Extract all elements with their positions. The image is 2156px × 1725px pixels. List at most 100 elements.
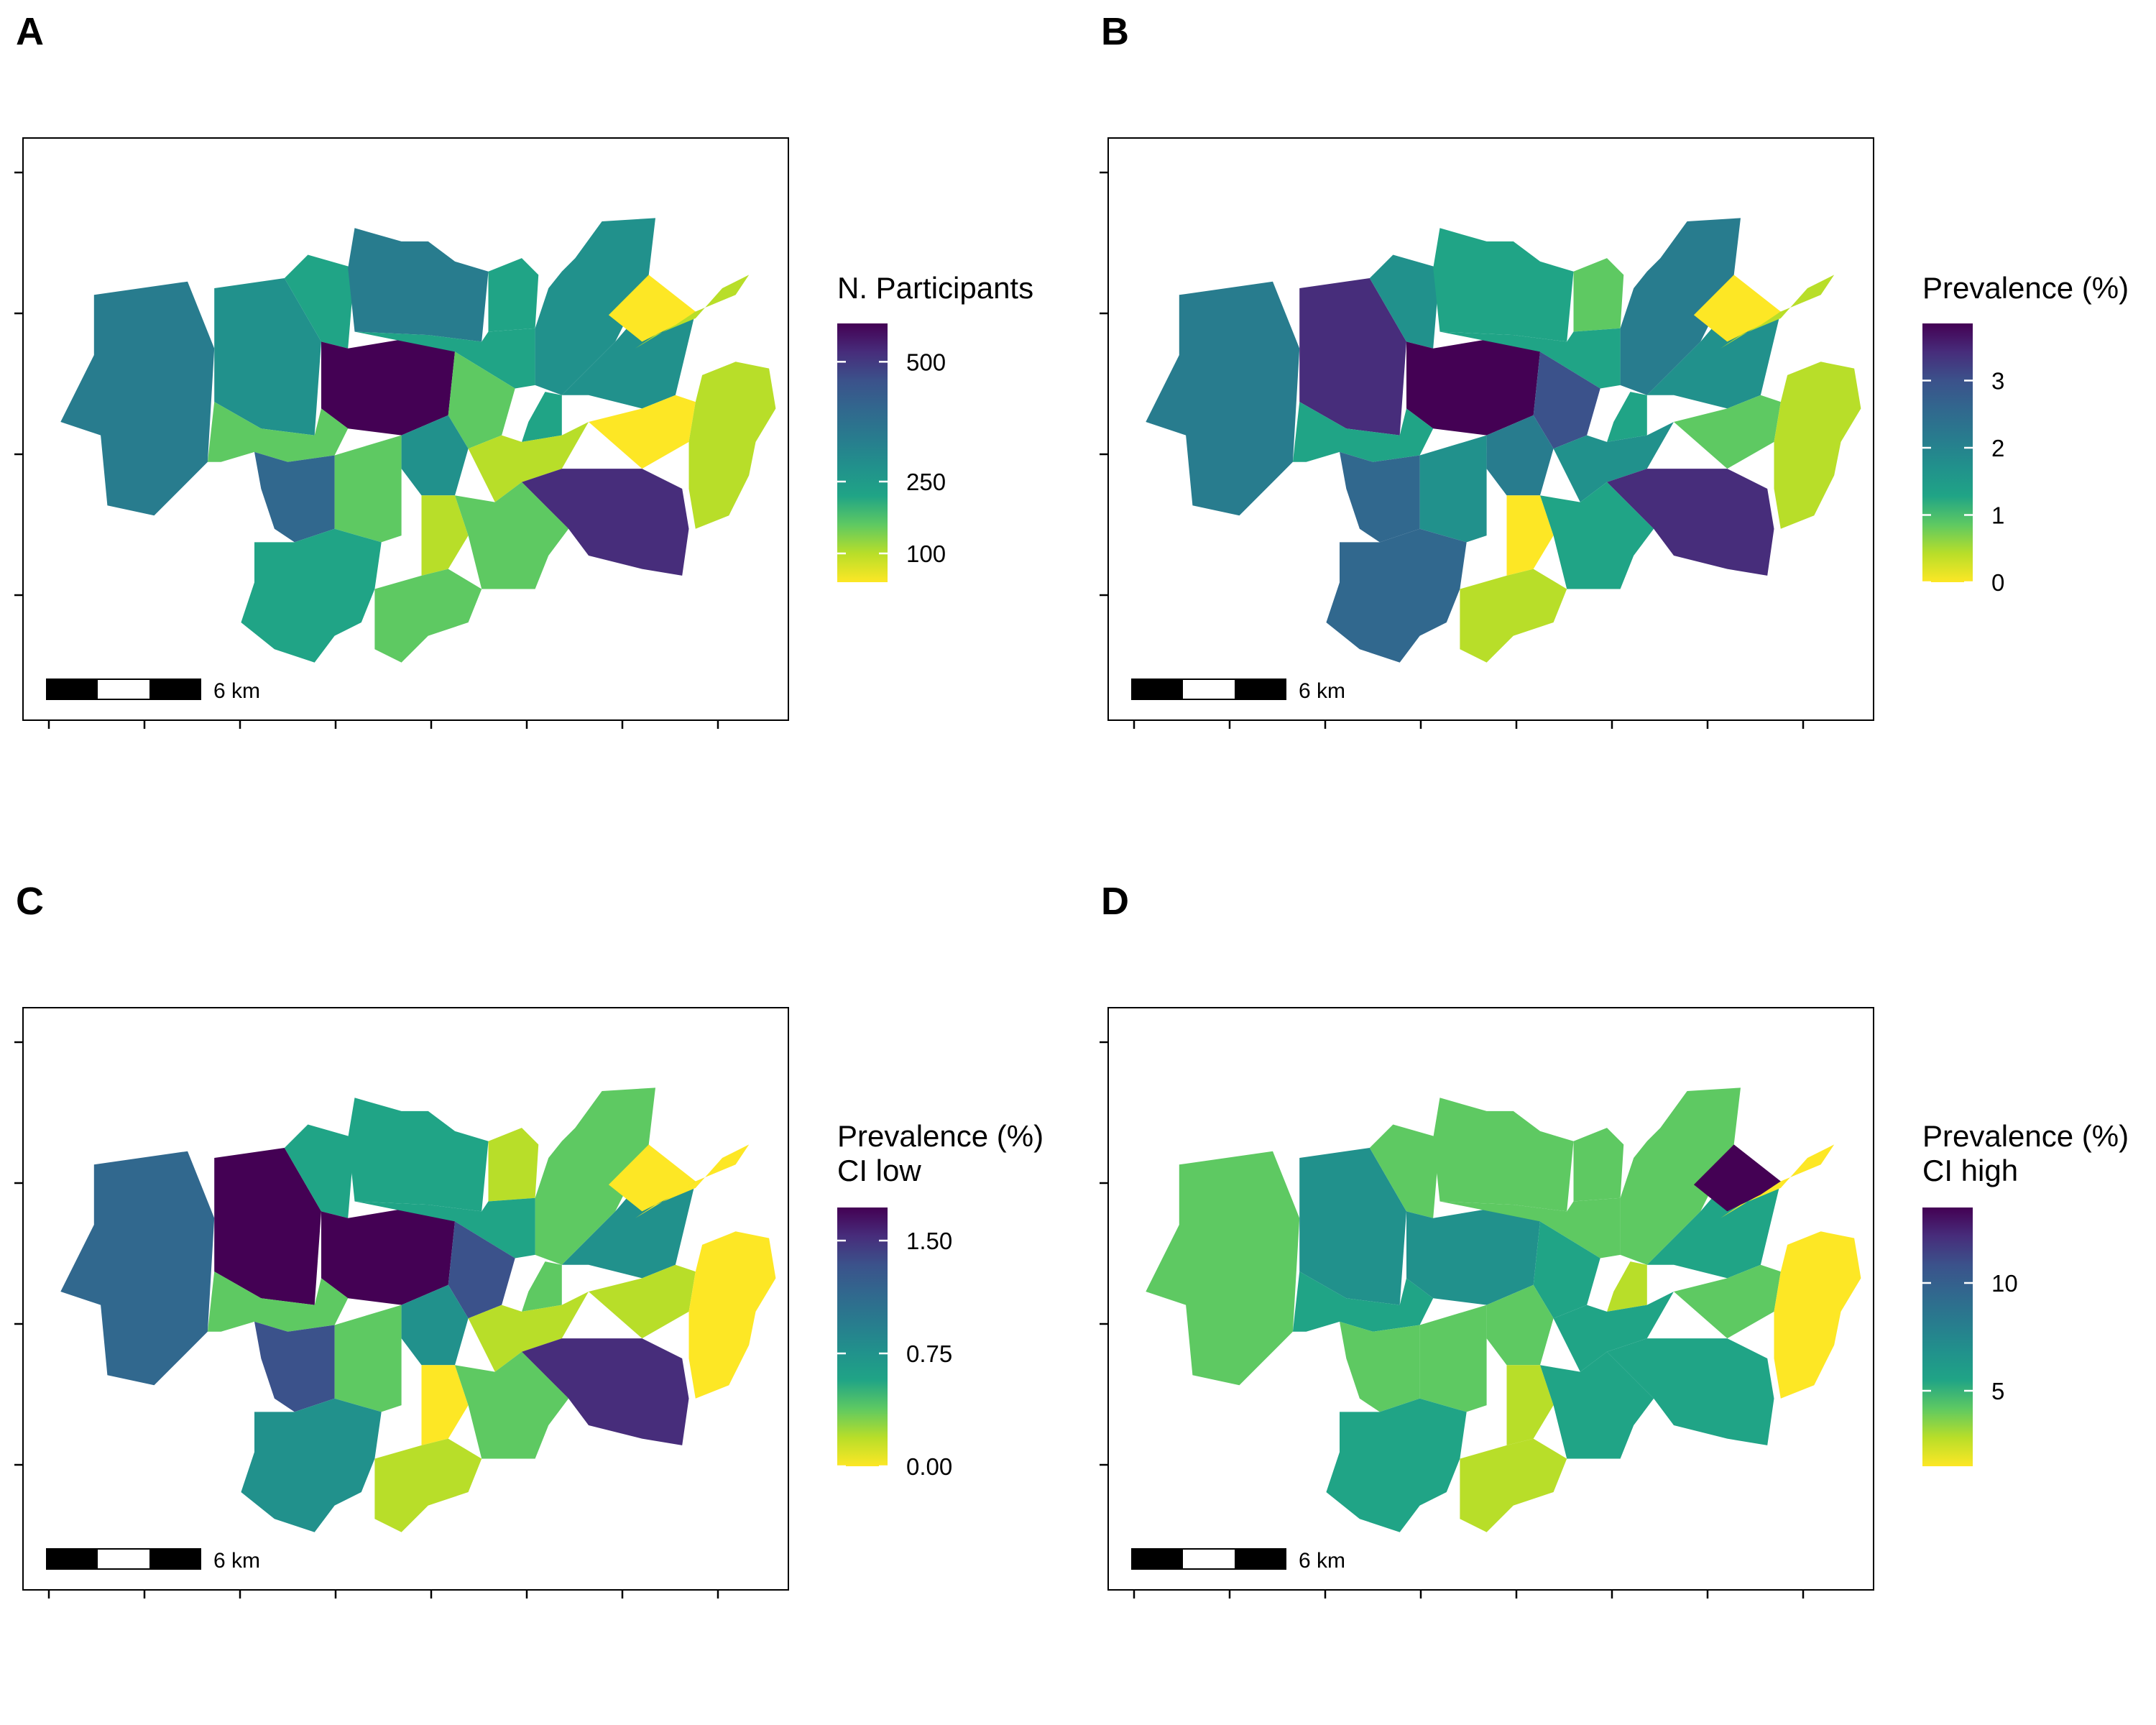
legend-title: Prevalence (%)	[1922, 271, 2129, 305]
district-15	[1486, 415, 1554, 496]
panel-d: D 6 km Prevalence (%)CI high 10 5	[1100, 880, 2129, 1598]
district-20	[589, 1264, 696, 1339]
district-25	[374, 569, 482, 663]
district-22	[635, 275, 750, 349]
district-7	[1406, 1205, 1540, 1305]
district-map	[1146, 218, 1861, 663]
legend-title: N. Participants	[837, 271, 1033, 305]
district-20	[1674, 395, 1781, 469]
legend-tick-label: 1	[1991, 502, 2004, 528]
district-21	[688, 1231, 776, 1399]
district-6	[535, 218, 656, 395]
district-3	[284, 1124, 355, 1218]
district-15	[401, 1284, 469, 1366]
district-24	[1326, 528, 1467, 663]
district-17	[1607, 1338, 1774, 1445]
legend: N. Participants 500 250 100	[837, 271, 1033, 582]
district-8	[354, 328, 535, 389]
district-13	[254, 451, 335, 543]
district-7	[321, 335, 456, 436]
district-23	[1693, 1144, 1781, 1212]
district-4	[1433, 1098, 1574, 1212]
panel-b: B 6 km Prevalence (%) 3 2 1 0	[1100, 10, 2129, 729]
district-8	[354, 1197, 535, 1259]
panel-letter: D	[1101, 880, 1129, 923]
district-22	[1720, 275, 1835, 349]
legend-colorbar	[837, 323, 888, 582]
district-3	[1369, 254, 1440, 349]
district-13	[254, 1321, 335, 1412]
legend-tick-label: 250	[906, 469, 946, 495]
district-11	[1607, 392, 1647, 442]
scale-bar: 6 km	[46, 678, 260, 703]
legend-tick-label: 100	[906, 540, 946, 567]
district-4	[348, 228, 489, 342]
legend: Prevalence (%) 3 2 1 0	[1922, 271, 2129, 596]
district-10	[207, 1271, 349, 1332]
district-17	[522, 469, 689, 576]
district-21	[1774, 1231, 1861, 1399]
district-24	[241, 528, 382, 663]
legend-title: CI low	[837, 1154, 921, 1187]
district-18	[1506, 1365, 1554, 1445]
map-frame	[1107, 137, 1874, 721]
district-6	[1620, 1087, 1741, 1265]
district-9	[1533, 351, 1600, 449]
district-16	[468, 422, 589, 502]
district-14	[334, 1305, 402, 1412]
district-23	[608, 275, 696, 342]
district-14	[1419, 435, 1487, 543]
map-frame	[22, 137, 789, 721]
district-2	[1299, 278, 1406, 436]
panel-c: C 6 km Prevalence (%)CI low 1.50 0.75 0.00	[14, 880, 1044, 1598]
district-22	[635, 1144, 750, 1218]
district-13	[1340, 1321, 1420, 1412]
legend-tick-label: 5	[1991, 1378, 2004, 1404]
district-13	[1340, 451, 1420, 543]
district-17	[522, 1338, 689, 1445]
district-25	[1460, 569, 1567, 663]
legend-tick-label: 2	[1991, 435, 2004, 461]
district-2	[1299, 1148, 1406, 1305]
district-5	[1573, 258, 1624, 332]
district-6	[535, 1087, 656, 1265]
district-18	[421, 495, 469, 576]
district-25	[374, 1438, 482, 1532]
district-19	[1540, 482, 1654, 589]
district-19	[1540, 1351, 1654, 1459]
district-18	[421, 1365, 469, 1445]
scale-bar: 6 km	[1131, 678, 1345, 703]
legend-tick-label: 3	[1991, 367, 2004, 394]
district-5	[488, 1128, 539, 1202]
district-1	[60, 281, 215, 516]
district-14	[1419, 1305, 1487, 1412]
district-20	[1674, 1264, 1781, 1339]
district-21	[1774, 362, 1861, 529]
scale-bar: 6 km	[1131, 1548, 1345, 1573]
district-24	[1326, 1398, 1467, 1532]
district-22	[1720, 1144, 1835, 1218]
scale-bar-label: 6 km	[213, 679, 260, 703]
district-15	[401, 415, 469, 496]
district-15	[1486, 1284, 1554, 1366]
district-4	[348, 1098, 489, 1212]
district-23	[608, 1144, 696, 1212]
legend-colorbar	[837, 1208, 888, 1466]
district-25	[1460, 1438, 1567, 1532]
legend-title: Prevalence (%)	[1922, 1119, 2129, 1153]
panel-letter: B	[1101, 10, 1129, 53]
district-23	[1693, 275, 1781, 342]
legend-tick-label: 0	[1991, 569, 2004, 596]
district-map	[1146, 1087, 1861, 1532]
district-16	[468, 1292, 589, 1372]
district-17	[1607, 469, 1774, 576]
panel-a: A 6 km N. Participants 500 250 100	[14, 10, 1033, 729]
district-19	[455, 1351, 569, 1459]
district-21	[688, 362, 776, 529]
district-8	[1439, 328, 1621, 389]
panel-letter: C	[16, 880, 44, 923]
legend-title: CI high	[1922, 1154, 2018, 1187]
district-10	[1292, 1271, 1434, 1332]
district-11	[522, 392, 562, 442]
